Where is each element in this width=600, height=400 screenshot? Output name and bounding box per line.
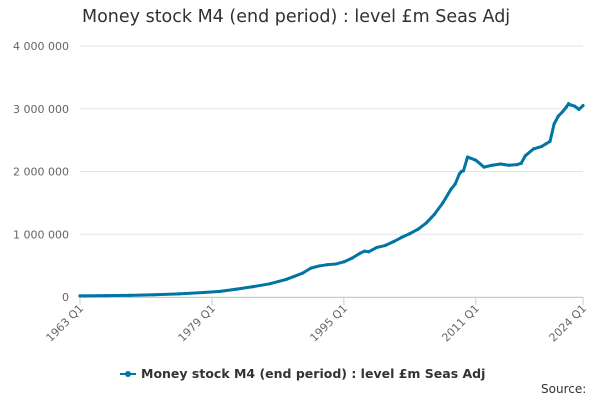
data-point[interactable] (367, 250, 371, 254)
x-axis (79, 297, 584, 305)
data-point[interactable] (531, 147, 536, 151)
data-point[interactable] (325, 263, 329, 267)
data-point[interactable] (342, 260, 346, 264)
series-line (78, 102, 585, 298)
data-point[interactable] (127, 293, 132, 297)
data-point[interactable] (292, 274, 296, 278)
data-point[interactable] (375, 245, 379, 250)
data-point[interactable] (391, 240, 395, 244)
data-point[interactable] (556, 114, 560, 118)
data-point[interactable] (482, 165, 486, 169)
x-tick-label: 1963 Q1 (44, 302, 87, 345)
data-point[interactable] (569, 103, 573, 107)
data-point[interactable] (251, 285, 255, 289)
data-point[interactable] (490, 163, 494, 167)
y-axis-tick-labels: 0 1 000 000 2 000 000 3 000 000 4 000 000 (13, 40, 69, 304)
data-point[interactable] (358, 251, 362, 255)
data-point[interactable] (548, 139, 552, 143)
data-point[interactable] (362, 249, 367, 253)
source-label: Source: (541, 382, 587, 396)
gridlines (80, 45, 583, 298)
legend-label: Money stock M4 (end period) : level £m S… (141, 366, 486, 381)
data-point[interactable] (515, 163, 519, 167)
data-point[interactable] (449, 187, 453, 191)
data-point[interactable] (519, 161, 523, 165)
data-point[interactable] (202, 290, 206, 295)
data-point[interactable] (78, 294, 82, 298)
data-point[interactable] (424, 221, 428, 225)
data-point[interactable] (235, 287, 239, 291)
data-point[interactable] (441, 201, 445, 205)
legend-marker-icon (120, 369, 136, 379)
data-point[interactable] (461, 169, 466, 173)
x-tick-label: 2011 Q1 (439, 302, 482, 345)
data-point[interactable] (268, 282, 272, 286)
series-money-stock-m4 (78, 102, 585, 298)
data-point[interactable] (309, 266, 313, 270)
x-tick-label: 2024 Q1 (547, 302, 590, 345)
data-point[interactable] (383, 243, 387, 248)
data-point[interactable] (453, 182, 457, 186)
data-point[interactable] (581, 104, 585, 108)
data-point[interactable] (399, 235, 404, 239)
data-point[interactable] (474, 158, 478, 162)
x-axis-tick-labels: 1963 Q1 1979 Q1 1995 Q1 2011 Q1 2024 Q1 (44, 302, 590, 345)
data-point[interactable] (350, 256, 354, 260)
y-tick-label: 4 000 000 (13, 40, 69, 53)
data-point[interactable] (218, 289, 222, 293)
data-point[interactable] (544, 142, 548, 146)
data-point[interactable] (432, 212, 437, 216)
y-tick-label: 3 000 000 (13, 103, 69, 116)
data-point[interactable] (334, 262, 338, 266)
x-tick-label: 1979 Q1 (176, 302, 219, 345)
y-tick-label: 2 000 000 (13, 166, 69, 179)
data-point[interactable] (573, 104, 577, 108)
data-point[interactable] (465, 155, 470, 159)
y-tick-label: 0 (62, 291, 69, 304)
data-point[interactable] (507, 163, 511, 167)
data-point[interactable] (103, 294, 107, 298)
data-point[interactable] (552, 122, 556, 126)
data-point[interactable] (284, 277, 288, 282)
data-point[interactable] (152, 293, 156, 297)
data-point[interactable] (523, 154, 527, 158)
data-point[interactable] (577, 107, 581, 111)
data-point[interactable] (498, 162, 503, 166)
y-tick-label: 1 000 000 (13, 228, 69, 241)
chart-title: Money stock M4 (end period) : level £m S… (82, 7, 511, 27)
data-point[interactable] (560, 110, 564, 114)
data-point[interactable] (317, 264, 321, 268)
data-point[interactable] (416, 227, 420, 231)
data-point[interactable] (564, 105, 569, 109)
data-point[interactable] (301, 271, 305, 275)
x-tick-label: 1995 Q1 (307, 302, 350, 345)
legend[interactable]: Money stock M4 (end period) : level £m S… (120, 366, 485, 381)
data-point[interactable] (408, 232, 412, 236)
data-point[interactable] (177, 292, 181, 296)
data-point[interactable] (540, 144, 544, 148)
data-point[interactable] (457, 172, 461, 176)
